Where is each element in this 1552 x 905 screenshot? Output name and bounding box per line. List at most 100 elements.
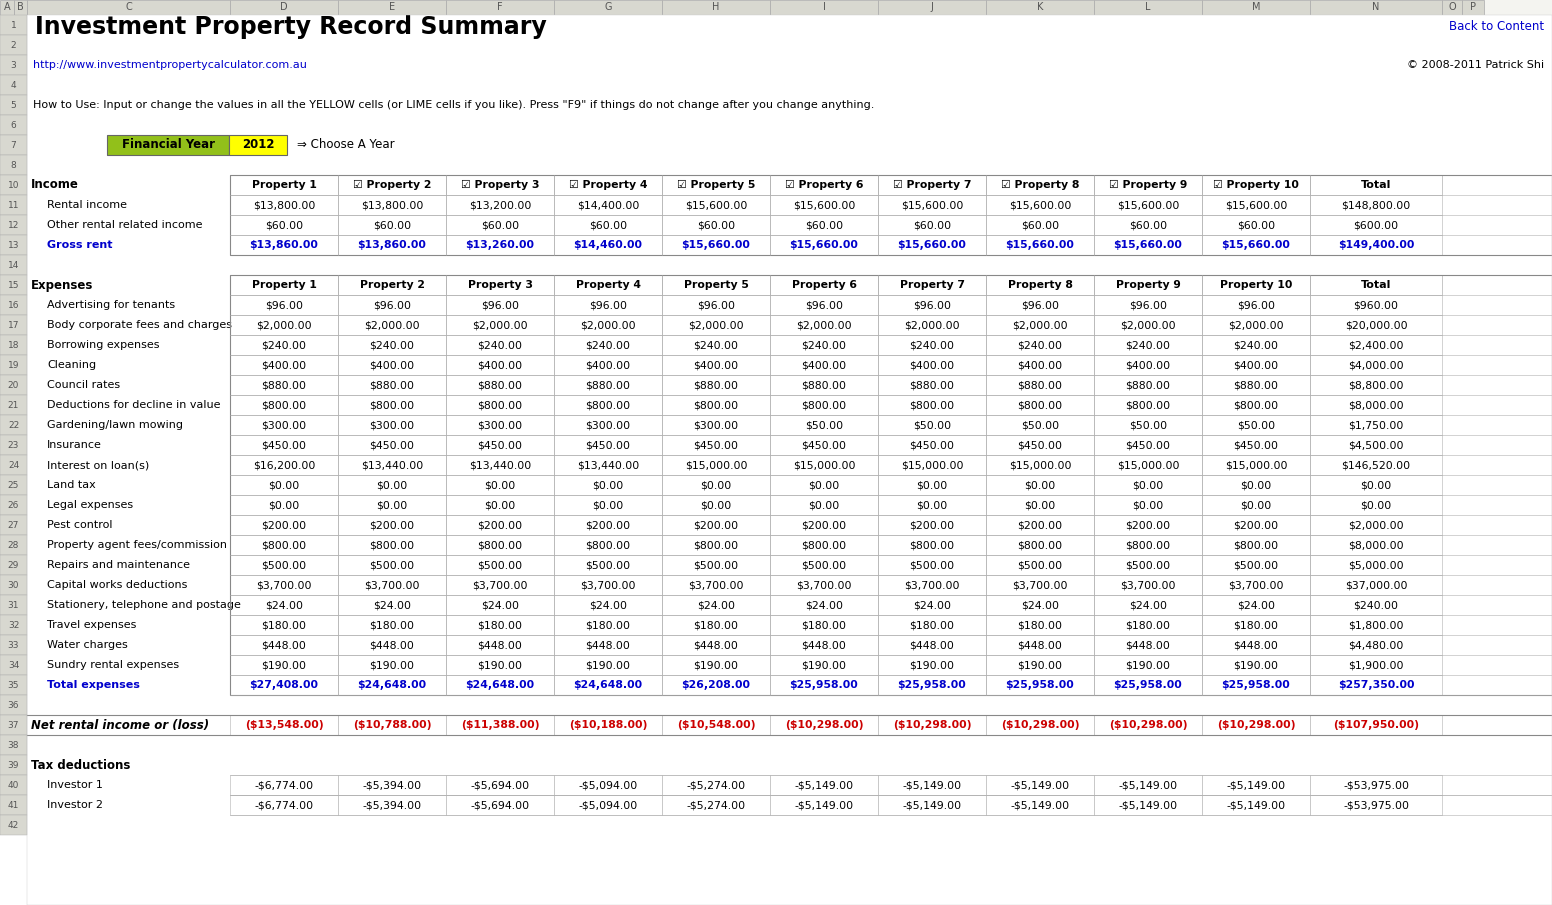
Text: $60.00: $60.00 — [481, 220, 518, 230]
Text: Expenses: Expenses — [31, 279, 93, 291]
Bar — [1094, 335, 1201, 355]
Bar — [445, 555, 554, 575]
Bar — [554, 315, 663, 335]
Text: Property 2: Property 2 — [360, 280, 425, 290]
Bar — [0, 455, 26, 475]
Bar — [230, 175, 1552, 255]
Bar — [770, 495, 878, 515]
Text: ☑ Property 3: ☑ Property 3 — [461, 180, 539, 190]
Text: $800.00: $800.00 — [585, 540, 630, 550]
Text: $149,400.00: $149,400.00 — [1338, 240, 1414, 250]
Text: $190.00: $190.00 — [1234, 660, 1279, 670]
Bar — [338, 675, 445, 695]
Bar — [1094, 595, 1201, 615]
Bar — [338, 795, 445, 815]
Bar — [0, 275, 26, 295]
Text: Investment Property Record Summary: Investment Property Record Summary — [36, 15, 546, 39]
Text: $880.00: $880.00 — [478, 380, 523, 390]
Text: $0.00: $0.00 — [1133, 480, 1164, 490]
Text: H: H — [712, 3, 720, 13]
Text: Property 8: Property 8 — [1007, 280, 1072, 290]
Bar — [1094, 355, 1201, 375]
Text: $2,000.00: $2,000.00 — [1121, 320, 1176, 330]
Bar — [663, 355, 770, 375]
Bar — [770, 355, 878, 375]
Bar — [1201, 175, 1310, 195]
Text: -$5,149.00: -$5,149.00 — [1119, 800, 1178, 810]
Text: $24,648.00: $24,648.00 — [357, 680, 427, 690]
Bar — [1310, 475, 1442, 495]
Text: $0.00: $0.00 — [916, 500, 948, 510]
Bar — [770, 0, 878, 15]
Text: $15,600.00: $15,600.00 — [1009, 200, 1071, 210]
Text: $190.00: $190.00 — [369, 660, 414, 670]
Text: $14,400.00: $14,400.00 — [577, 200, 639, 210]
Bar — [1442, 0, 1462, 15]
Text: $3,700.00: $3,700.00 — [1228, 580, 1284, 590]
Text: Gross rent: Gross rent — [47, 240, 112, 250]
Text: $8,000.00: $8,000.00 — [1349, 540, 1405, 550]
Text: $448.00: $448.00 — [909, 640, 954, 650]
Text: 35: 35 — [8, 681, 19, 690]
Bar — [0, 775, 26, 795]
Bar — [338, 315, 445, 335]
Text: Tax deductions: Tax deductions — [31, 758, 130, 771]
Bar — [1201, 275, 1310, 295]
Bar — [338, 275, 445, 295]
Text: -$5,149.00: -$5,149.00 — [1010, 800, 1069, 810]
Bar — [878, 435, 986, 455]
Text: $1,900.00: $1,900.00 — [1349, 660, 1403, 670]
Text: Cleaning: Cleaning — [47, 360, 96, 370]
Text: $200.00: $200.00 — [1125, 520, 1170, 530]
Text: $450.00: $450.00 — [478, 440, 523, 450]
Bar — [986, 615, 1094, 635]
Bar — [878, 555, 986, 575]
Bar — [0, 75, 26, 95]
Text: -$5,394.00: -$5,394.00 — [363, 780, 422, 790]
Bar — [1094, 495, 1201, 515]
Text: $300.00: $300.00 — [585, 420, 630, 430]
Bar — [445, 295, 554, 315]
Text: $180.00: $180.00 — [585, 620, 630, 630]
Text: $200.00: $200.00 — [801, 520, 846, 530]
Bar — [445, 795, 554, 815]
Bar — [1310, 775, 1442, 795]
Bar — [445, 655, 554, 675]
Text: $20,000.00: $20,000.00 — [1344, 320, 1408, 330]
Bar — [0, 695, 26, 715]
Text: $880.00: $880.00 — [1125, 380, 1170, 390]
Text: $257,350.00: $257,350.00 — [1338, 680, 1414, 690]
Bar — [1310, 395, 1442, 415]
Text: $16,200.00: $16,200.00 — [253, 460, 315, 470]
Bar — [445, 715, 554, 735]
Text: $3,700.00: $3,700.00 — [472, 580, 528, 590]
Bar — [770, 335, 878, 355]
Bar — [338, 415, 445, 435]
Bar — [878, 575, 986, 595]
Text: $0.00: $0.00 — [484, 500, 515, 510]
Bar — [1201, 635, 1310, 655]
Text: $24.00: $24.00 — [1237, 600, 1276, 610]
Bar — [338, 775, 445, 795]
Bar — [0, 475, 26, 495]
Text: 3: 3 — [11, 61, 17, 70]
Text: $2,000.00: $2,000.00 — [365, 320, 419, 330]
Text: How to Use: Input or change the values in all the YELLOW cells (or LIME cells if: How to Use: Input or change the values i… — [33, 100, 874, 110]
Text: $240.00: $240.00 — [369, 340, 414, 350]
Text: Property 7: Property 7 — [900, 280, 964, 290]
Text: $448.00: $448.00 — [694, 640, 739, 650]
Text: $448.00: $448.00 — [1234, 640, 1279, 650]
Bar — [445, 575, 554, 595]
Bar — [554, 0, 663, 15]
Text: ☑ Property 9: ☑ Property 9 — [1108, 180, 1187, 190]
Bar — [1310, 415, 1442, 435]
Text: 32: 32 — [8, 621, 19, 630]
Bar — [770, 375, 878, 395]
Bar — [1094, 0, 1201, 15]
Bar — [230, 215, 338, 235]
Text: -$5,094.00: -$5,094.00 — [579, 800, 638, 810]
Text: ($10,548.00): ($10,548.00) — [677, 720, 756, 730]
Text: $240.00: $240.00 — [1353, 600, 1398, 610]
Text: $96.00: $96.00 — [805, 300, 843, 310]
Bar — [986, 0, 1094, 15]
